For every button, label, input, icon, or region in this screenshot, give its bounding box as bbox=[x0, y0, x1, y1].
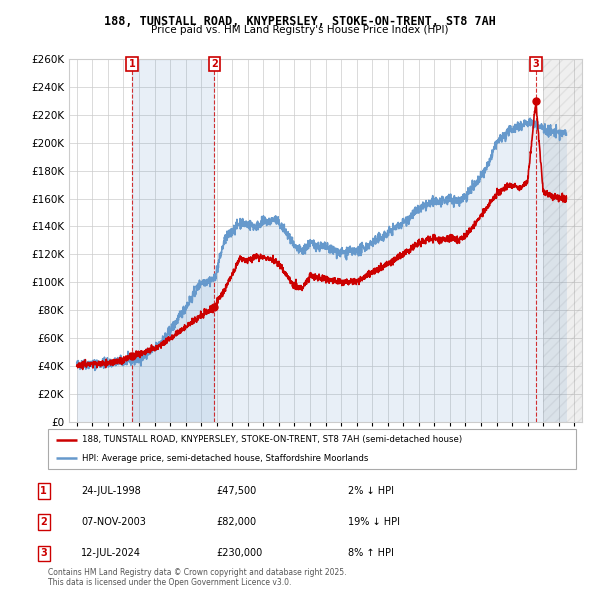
Text: £47,500: £47,500 bbox=[216, 486, 256, 496]
Text: £230,000: £230,000 bbox=[216, 549, 262, 558]
Bar bbox=[132, 59, 214, 422]
Text: 3: 3 bbox=[40, 549, 47, 558]
Text: 2: 2 bbox=[40, 517, 47, 527]
Text: 3: 3 bbox=[532, 59, 539, 69]
Text: 2: 2 bbox=[211, 59, 218, 69]
FancyBboxPatch shape bbox=[48, 429, 576, 469]
Text: 07-NOV-2003: 07-NOV-2003 bbox=[81, 517, 146, 527]
Text: 188, TUNSTALL ROAD, KNYPERSLEY, STOKE-ON-TRENT, ST8 7AH (semi-detached house): 188, TUNSTALL ROAD, KNYPERSLEY, STOKE-ON… bbox=[82, 435, 463, 444]
Text: 12-JUL-2024: 12-JUL-2024 bbox=[81, 549, 141, 558]
Text: 19% ↓ HPI: 19% ↓ HPI bbox=[348, 517, 400, 527]
Text: 8% ↑ HPI: 8% ↑ HPI bbox=[348, 549, 394, 558]
Text: HPI: Average price, semi-detached house, Staffordshire Moorlands: HPI: Average price, semi-detached house,… bbox=[82, 454, 368, 463]
Text: Price paid vs. HM Land Registry's House Price Index (HPI): Price paid vs. HM Land Registry's House … bbox=[151, 25, 449, 35]
Text: Contains HM Land Registry data © Crown copyright and database right 2025.
This d: Contains HM Land Registry data © Crown c… bbox=[48, 568, 347, 587]
Bar bbox=[543, 59, 582, 422]
Text: 1: 1 bbox=[129, 59, 136, 69]
Text: 188, TUNSTALL ROAD, KNYPERSLEY, STOKE-ON-TRENT, ST8 7AH: 188, TUNSTALL ROAD, KNYPERSLEY, STOKE-ON… bbox=[104, 15, 496, 28]
Text: 1: 1 bbox=[40, 486, 47, 496]
Text: 2% ↓ HPI: 2% ↓ HPI bbox=[348, 486, 394, 496]
Text: £82,000: £82,000 bbox=[216, 517, 256, 527]
Text: 24-JUL-1998: 24-JUL-1998 bbox=[81, 486, 141, 496]
